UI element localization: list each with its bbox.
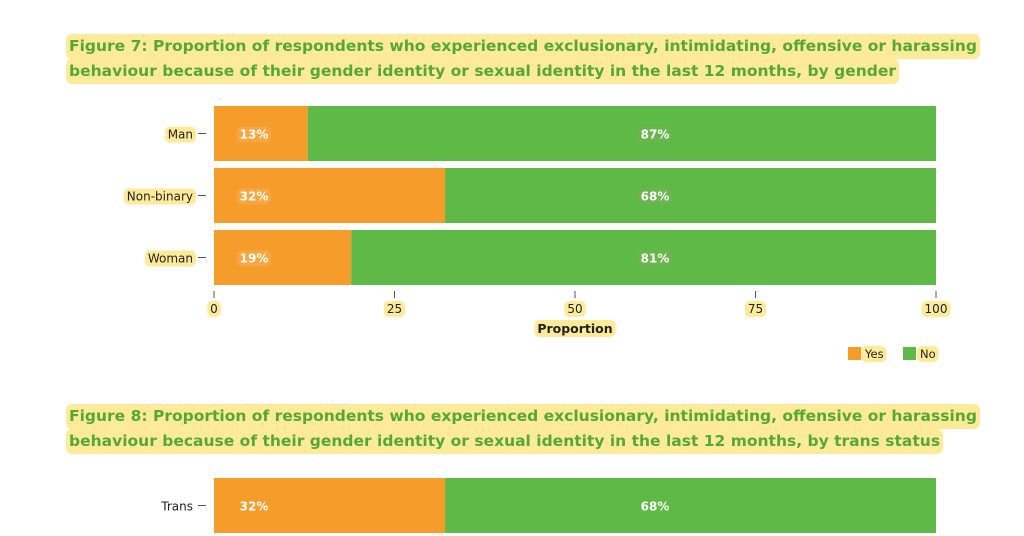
fig7-x-axis-title-highlight xyxy=(534,320,616,337)
figure7-title-line2: behaviour because of their gender identi… xyxy=(66,59,900,84)
fig7-category-label-group: Non-binary xyxy=(123,188,196,205)
legend-label-yes-group: Yes xyxy=(861,346,887,362)
fig7-bar-man-yes xyxy=(214,106,308,161)
fig7-data-label-highlight xyxy=(637,188,673,205)
legend-label-yes: Yes xyxy=(864,347,884,361)
fig8-data-label: 32% xyxy=(240,500,269,514)
fig8-data-label: 68% xyxy=(641,500,670,514)
fig7-data-label-highlight xyxy=(236,188,272,205)
fig7-x-tick-label-highlight xyxy=(744,301,767,317)
fig7-data-label-highlight xyxy=(637,126,673,143)
fig7-x-tick-label: 25 xyxy=(387,302,402,316)
fig7-x-axis-title-group: Proportion xyxy=(534,320,616,337)
fig7-x-tick-label-group: 50 xyxy=(564,301,586,317)
fig8-category-label-group: Trans xyxy=(160,500,193,514)
fig7-x-tick-label-highlight xyxy=(207,301,221,317)
fig8-bar-trans-no xyxy=(445,478,936,533)
fig7-data-label-group: 19% xyxy=(236,250,272,267)
fig7-data-label: 19% xyxy=(240,252,269,266)
fig7-category-label-group: Man xyxy=(164,126,196,143)
fig7-bar-woman-no xyxy=(351,230,936,285)
fig7-x-tick-label: 0 xyxy=(210,302,218,316)
fig7-bar-non-binary-yes xyxy=(214,168,446,223)
figure8-title: Figure 8: Proportion of respondents who … xyxy=(66,404,980,454)
fig7-x-tick-label-group: 100 xyxy=(921,301,951,317)
figure7-title-line1: Figure 7: Proportion of respondents who … xyxy=(66,34,980,59)
fig7-data-label-group: 81% xyxy=(637,250,673,267)
fig7-category-label-group: Woman xyxy=(144,250,196,267)
fig7-x-tick-label: 50 xyxy=(567,302,582,316)
fig7-category-label-highlight xyxy=(123,188,196,205)
fig7-data-label-highlight xyxy=(637,250,673,267)
fig7-x-tick-label-group: 0 xyxy=(207,301,221,317)
fig7-category-label-highlight xyxy=(144,250,196,267)
legend-label-no-group: No xyxy=(917,346,939,362)
fig7-category-label-highlight xyxy=(164,126,196,143)
fig8-data-label-group: 32% xyxy=(240,500,269,514)
fig8-category-label: Trans xyxy=(160,500,193,514)
fig7-x-tick-label-highlight xyxy=(383,301,406,317)
fig8-data-label-group: 68% xyxy=(641,500,670,514)
legend-label-yes-highlight xyxy=(861,346,887,362)
fig7-x-tick-label: 75 xyxy=(748,302,763,316)
fig8-bar-trans-yes xyxy=(214,478,446,533)
fig7-data-label: 87% xyxy=(641,128,670,142)
fig7-bar-woman-yes xyxy=(214,230,352,285)
fig7-data-label: 32% xyxy=(240,190,269,204)
fig7-data-label-group: 68% xyxy=(637,188,673,205)
fig7-x-axis-title: Proportion xyxy=(537,321,612,336)
fig7-data-label-highlight xyxy=(236,250,272,267)
figure7-title: Figure 7: Proportion of respondents who … xyxy=(66,34,980,84)
legend-swatch-yes xyxy=(848,347,861,360)
fig7-data-label: 81% xyxy=(641,252,670,266)
figure8-title-line2: behaviour because of their gender identi… xyxy=(66,429,944,454)
fig7-data-label-group: 32% xyxy=(236,188,272,205)
figure8-title-line1: Figure 8: Proportion of respondents who … xyxy=(66,404,980,429)
fig7-x-tick-label-highlight xyxy=(564,301,586,317)
fig7-x-tick-label: 100 xyxy=(925,302,948,316)
legend-label-no: No xyxy=(920,347,936,361)
fig7-data-label: 13% xyxy=(240,128,269,142)
fig7-data-label-group: 87% xyxy=(637,126,673,143)
fig7-data-label-group: 13% xyxy=(236,126,272,143)
fig7-data-label: 68% xyxy=(641,190,670,204)
fig7-category-label: Non-binary xyxy=(127,190,193,204)
fig7-category-label: Woman xyxy=(148,252,193,266)
fig7-bar-man-no xyxy=(307,106,936,161)
fig7-x-tick-label-group: 75 xyxy=(744,301,767,317)
legend-swatch-no xyxy=(903,347,916,360)
fig7-bar-non-binary-no xyxy=(445,168,936,223)
fig7-x-tick-label-highlight xyxy=(921,301,951,317)
fig7-category-label: Man xyxy=(168,128,193,142)
legend-label-no-highlight xyxy=(917,346,939,362)
fig7-x-tick-label-group: 25 xyxy=(383,301,406,317)
fig7-data-label-highlight xyxy=(236,126,272,143)
